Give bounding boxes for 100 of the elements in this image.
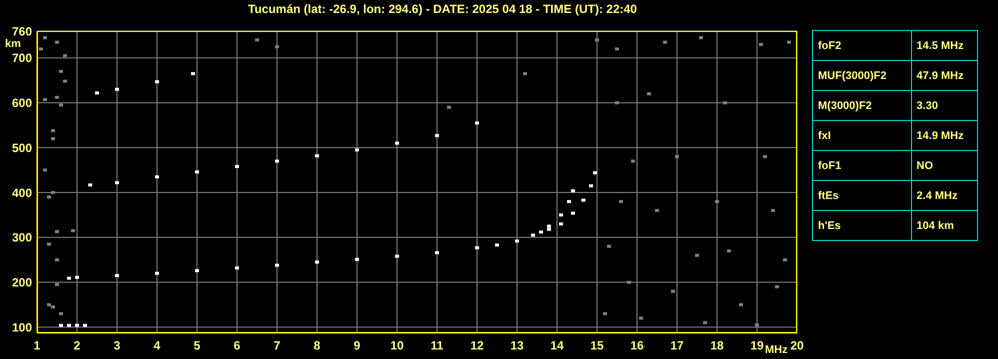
- point: [539, 230, 543, 234]
- point: [47, 303, 51, 306]
- point: [699, 36, 703, 40]
- point: [571, 212, 575, 215]
- point: [67, 276, 71, 280]
- text: 2.4 MHz: [911, 180, 978, 210]
- point: [639, 316, 643, 320]
- point: [615, 101, 619, 104]
- point: [627, 280, 631, 284]
- point: [603, 312, 607, 316]
- point: [63, 54, 67, 58]
- point: [59, 312, 63, 316]
- x-tick-label: 11: [430, 338, 444, 353]
- point: [675, 155, 679, 158]
- point: [47, 242, 51, 246]
- point: [67, 324, 71, 327]
- point: [647, 92, 651, 96]
- point: [715, 200, 719, 204]
- point: [115, 274, 119, 278]
- point: [475, 246, 479, 250]
- point: [55, 96, 59, 99]
- text: MUF(3000)F2: [812, 60, 912, 90]
- point: [495, 244, 499, 247]
- point: [727, 249, 731, 252]
- point: [71, 229, 75, 232]
- x-tick-label: 14: [550, 338, 564, 353]
- point: [155, 175, 159, 178]
- y-axis-title: km: [5, 38, 21, 50]
- point: [447, 106, 451, 109]
- point: [571, 189, 575, 192]
- point: [63, 80, 67, 83]
- point: [755, 323, 759, 326]
- point: [51, 305, 55, 308]
- text: 47.9 MHz: [911, 60, 978, 90]
- point: [615, 47, 619, 50]
- point: [275, 45, 279, 48]
- x-tick-label: 7: [274, 338, 281, 353]
- point: [83, 324, 87, 327]
- y-tick-label: 400: [12, 186, 32, 200]
- point: [523, 72, 527, 76]
- x-tick-label: 19: [750, 338, 764, 353]
- point: [739, 303, 743, 306]
- text: foF1: [812, 150, 912, 180]
- y-tick-label: 600: [12, 96, 32, 110]
- point: [59, 70, 63, 73]
- point: [59, 104, 63, 107]
- text: 104 km: [911, 210, 978, 240]
- point: [255, 38, 259, 42]
- point: [95, 91, 99, 94]
- x-tick-label: 2: [74, 338, 81, 353]
- point: [631, 160, 635, 163]
- text: M(3000)F2: [812, 90, 912, 120]
- point: [59, 324, 63, 327]
- point: [235, 266, 239, 270]
- point: [589, 184, 593, 188]
- point: [435, 134, 439, 138]
- point: [55, 258, 59, 262]
- point: [395, 142, 399, 145]
- point: [759, 42, 763, 46]
- point: [775, 285, 779, 288]
- point: [395, 254, 399, 258]
- y-tick-label: 300: [12, 230, 32, 245]
- point: [51, 129, 55, 132]
- text: ftEs: [812, 180, 912, 210]
- point: [275, 160, 279, 163]
- point: [43, 36, 47, 40]
- point: [195, 269, 199, 272]
- point: [515, 240, 519, 243]
- point: [51, 137, 55, 140]
- point: [155, 80, 159, 84]
- text: 14.9 MHz: [911, 120, 978, 150]
- point: [51, 191, 55, 194]
- point: [75, 324, 79, 327]
- point: [655, 208, 659, 212]
- point: [595, 38, 599, 42]
- point: [607, 244, 611, 248]
- text: NO: [911, 150, 978, 180]
- x-tick-label: 9: [354, 338, 361, 353]
- point: [435, 251, 439, 254]
- point: [115, 181, 119, 184]
- point: [581, 198, 586, 202]
- point: [39, 47, 43, 50]
- point: [43, 98, 47, 102]
- text: h'Es: [812, 210, 912, 240]
- point: [195, 170, 199, 174]
- point: [787, 40, 791, 44]
- point: [771, 208, 775, 212]
- point: [763, 155, 767, 158]
- text: 14.5 MHz: [911, 30, 978, 60]
- y-tick-label: 200: [12, 276, 32, 290]
- point: [547, 228, 551, 231]
- x-tick-label: 10: [390, 338, 404, 353]
- point: [531, 234, 535, 237]
- point: [723, 101, 727, 104]
- point: [355, 148, 359, 152]
- point: [559, 213, 563, 216]
- point: [695, 254, 699, 257]
- point: [275, 264, 279, 267]
- point: [235, 165, 239, 168]
- x-tick-label: 6: [234, 338, 241, 353]
